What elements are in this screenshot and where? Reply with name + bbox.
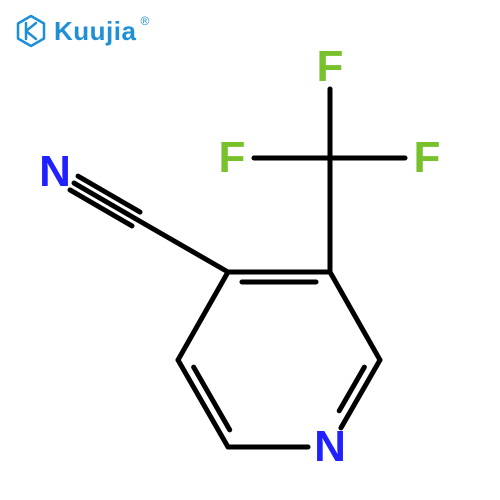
atom-n: N <box>39 150 71 194</box>
molecule-svg <box>0 0 500 500</box>
canvas: Kuujia ® NFFFN <box>0 0 500 500</box>
atom-f: F <box>219 136 246 180</box>
atom-n: N <box>314 425 346 469</box>
atom-f: F <box>317 45 344 89</box>
atom-f: F <box>414 136 441 180</box>
